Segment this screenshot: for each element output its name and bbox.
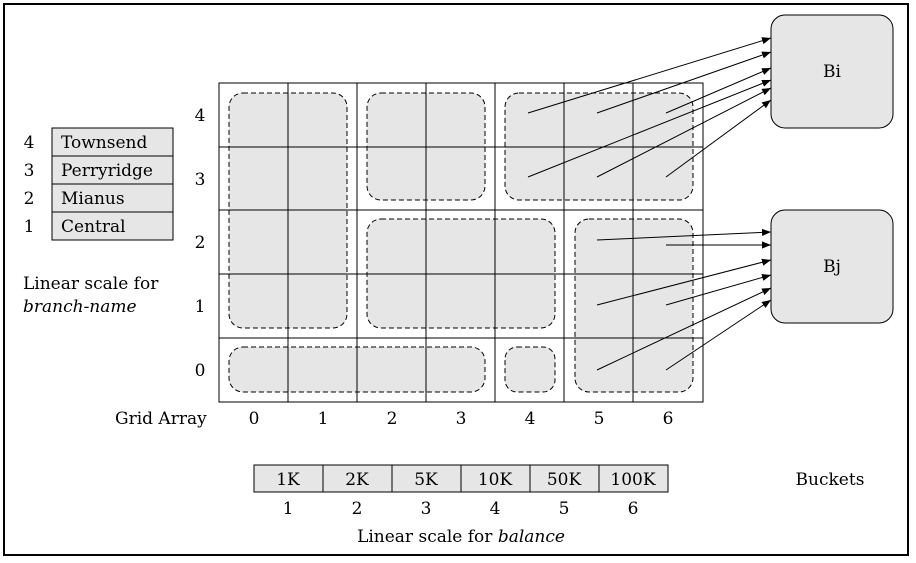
pointer-arrow <box>596 287 772 371</box>
balance-value: 100K <box>610 470 655 490</box>
pointer-arrow <box>596 87 772 178</box>
grid-col-label: 3 <box>456 409 467 429</box>
bucket-bj <box>770 209 894 324</box>
branch-name-mianus: Mianus <box>61 189 125 209</box>
pointer-arrow <box>527 79 772 178</box>
grid-col-label: 4 <box>525 409 536 429</box>
branch-scale-caption: Linear scale for <box>23 274 159 294</box>
balance-index: 3 <box>421 499 432 519</box>
balance-value: 1K <box>276 470 300 490</box>
balance-caption-prefix: Linear scale for <box>357 527 498 547</box>
balance-index: 5 <box>559 499 570 519</box>
balance-index: 4 <box>490 499 501 519</box>
branch-name-scale: 4 3 2 1 Townsend Perryridge Mianus Centr… <box>23 127 174 317</box>
branch-index-1: 1 <box>24 217 35 237</box>
grid-row-label: 2 <box>195 233 206 253</box>
grid-col-label: 1 <box>318 409 329 429</box>
balance-index: 2 <box>352 499 363 519</box>
balance-scale-caption: Linear scale for balance <box>357 527 565 547</box>
branch-name-perryridge: Perryridge <box>61 161 153 181</box>
pointer-arrow <box>665 274 772 306</box>
balance-index: 1 <box>283 499 294 519</box>
balance-value: 50K <box>547 470 582 490</box>
bucket-region <box>504 346 556 393</box>
branch-index-3: 3 <box>24 161 35 181</box>
balance-value: 10K <box>478 470 513 490</box>
branch-scale-caption-italic: branch-name <box>23 297 137 317</box>
buckets-label: Buckets <box>796 470 865 490</box>
grid-array: 4 3 2 1 0 Grid Array 0 1 2 3 4 5 6 <box>115 82 704 429</box>
pointer-arrow <box>596 258 772 306</box>
pointer-arrow <box>527 37 772 114</box>
branch-name-central: Central <box>61 217 126 237</box>
grid-row-label: 0 <box>195 361 206 381</box>
pointer-arrow <box>665 67 772 114</box>
grid-col-label: 0 <box>249 409 260 429</box>
pointer-arrow <box>596 51 772 114</box>
bucket-bi-label: Bi <box>823 62 841 82</box>
grid-array-label: Grid Array <box>115 409 207 429</box>
balance-scale: 1K 2K 5K 10K 50K 100K 1 2 3 4 5 6 Linear… <box>253 464 669 547</box>
grid-col-label: 5 <box>594 409 605 429</box>
buckets: Bi Bj Buckets <box>770 14 894 490</box>
balance-index: 6 <box>628 499 639 519</box>
grid-row-label: 3 <box>195 170 206 190</box>
balance-caption-italic: balance <box>498 527 565 547</box>
branch-index-4: 4 <box>24 133 35 153</box>
grid-lines <box>219 83 703 402</box>
pointer-arrow <box>665 99 772 178</box>
branch-index-2: 2 <box>24 189 35 209</box>
balance-value: 5K <box>414 470 438 490</box>
grid-row-label: 1 <box>195 297 206 317</box>
branch-name-townsend: Townsend <box>61 133 147 153</box>
bucket-region <box>574 218 694 393</box>
grid-row-label: 4 <box>195 106 206 126</box>
pointer-arrow <box>596 228 772 241</box>
balance-value: 2K <box>345 470 369 490</box>
bucket-pointers <box>527 37 772 371</box>
bucket-bi <box>770 14 894 129</box>
grid-col-label: 6 <box>663 409 674 429</box>
bucket-bj-label: Bj <box>823 257 841 277</box>
pointer-arrow <box>665 299 772 371</box>
grid-col-label: 2 <box>387 409 398 429</box>
figure-frame <box>3 3 909 556</box>
